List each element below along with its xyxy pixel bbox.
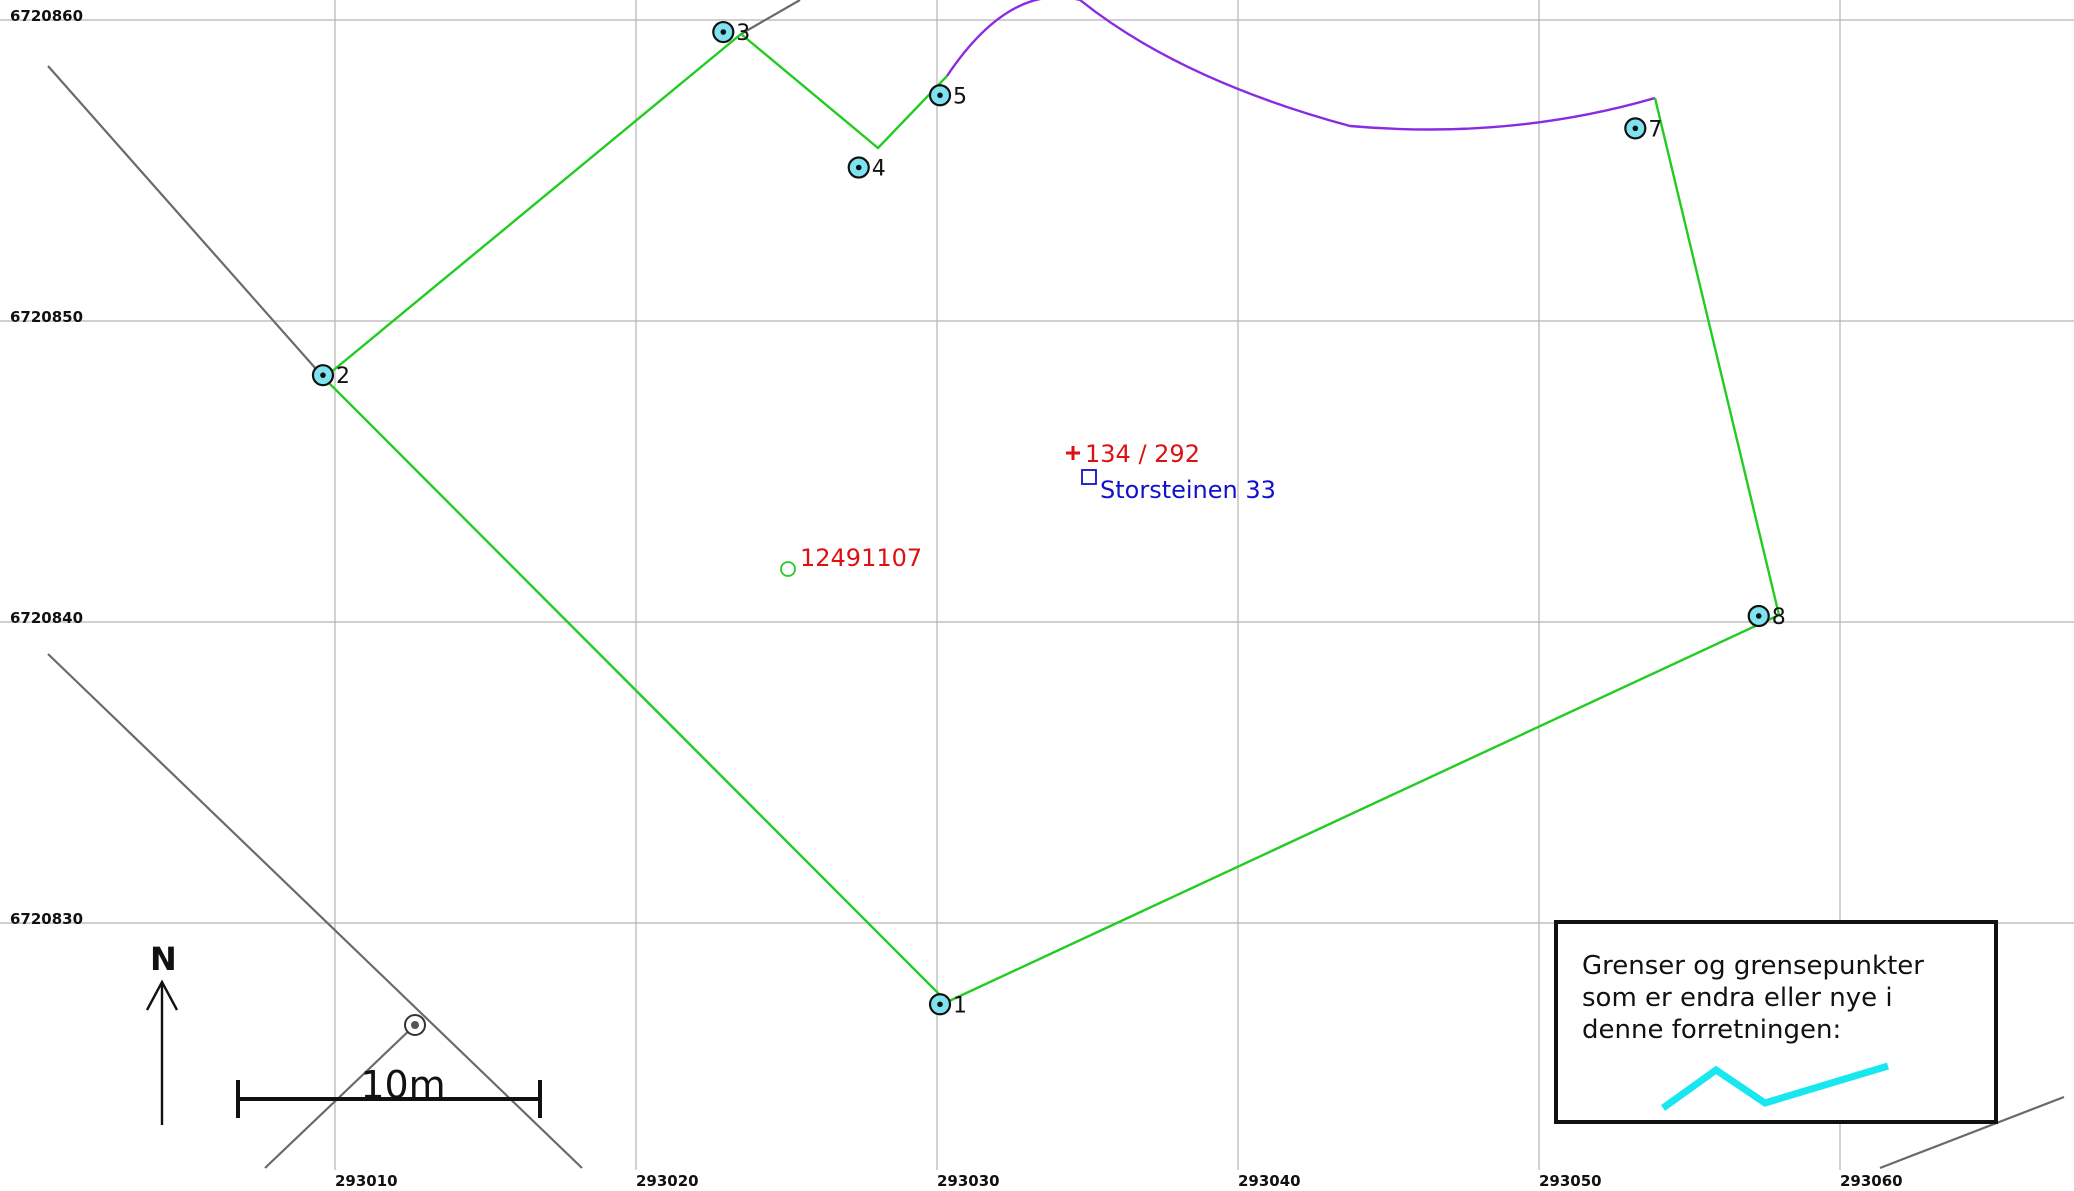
x-label-293020: 293020 — [636, 1172, 699, 1190]
boundary-points: 12345678 — [311, 20, 1786, 1018]
boundary-point-center — [1755, 613, 1762, 619]
x-label-293030: 293030 — [937, 1172, 1000, 1190]
legend-line-1: Grenser og grensepunkter — [1582, 951, 1924, 981]
neighbor-line-se — [1879, 1095, 2065, 1170]
scale-bar — [236, 1080, 542, 1118]
boundary-point-label: 2 — [336, 364, 350, 389]
legend-line-3: denne forretningen: — [1582, 1015, 1841, 1045]
x-label-293040: 293040 — [1238, 1172, 1301, 1190]
boundary-point-center — [720, 29, 727, 35]
coordinate-labels: 6720860 6720850 6720840 6720830 293010 2… — [10, 7, 1903, 1190]
y-label-6720860: 6720860 — [10, 7, 83, 25]
y-label-6720850: 6720850 — [10, 308, 83, 326]
legend-line-2: som er endra eller nye i — [1582, 983, 1893, 1013]
address-label[interactable]: Storsteinen 33 — [1100, 476, 1276, 504]
boundary-point-8[interactable]: 8 — [1747, 604, 1786, 630]
parcel-labels: 134 / 292 Storsteinen 33 12491107 — [780, 440, 1276, 577]
boundary-point-center — [937, 92, 943, 99]
scale-bar-label: 10m — [360, 1063, 445, 1107]
boundary-point-4[interactable]: 4 — [847, 156, 886, 181]
x-label-293010: 293010 — [335, 1172, 398, 1190]
neighbor-line-top — [740, 0, 801, 35]
boundary-segment-green[interactable] — [322, 32, 1781, 1004]
legend-box: Grenser og grensepunkter som er endra el… — [1554, 920, 1998, 1124]
neighbor-boundaries — [47, 0, 2065, 1170]
x-label-293050: 293050 — [1539, 1172, 1602, 1190]
neighbor-line-nw — [47, 65, 325, 379]
boundary-curve-5-7[interactable] — [946, 0, 1656, 131]
north-arrow-head — [145, 979, 179, 1011]
boundary-point-label: 4 — [872, 156, 886, 181]
boundary-point-label: 8 — [1772, 605, 1786, 630]
boundary-point-label: 1 — [953, 993, 967, 1018]
boundary-point-center — [937, 1001, 943, 1008]
boundary-point-center — [320, 372, 326, 378]
boundary-point-1[interactable]: 1 — [928, 993, 967, 1018]
neighbor-line-sw-a — [47, 653, 583, 1169]
boundary-point-center — [1632, 125, 1639, 132]
neighbor-point-center — [411, 1021, 419, 1029]
north-arrow: N — [145, 940, 179, 1125]
boundary-point-label: 7 — [1648, 117, 1662, 142]
cross-icon — [1066, 446, 1080, 460]
y-label-6720830: 6720830 — [10, 910, 83, 928]
building-circle-icon — [780, 561, 796, 577]
legend-sample-line — [1660, 1062, 1890, 1111]
boundary-point-label: 3 — [736, 21, 750, 46]
address-square-icon — [1081, 469, 1097, 485]
boundary-point-5[interactable]: 5 — [928, 84, 967, 109]
boundary-point-label: 5 — [953, 84, 967, 109]
y-label-6720840: 6720840 — [10, 609, 83, 627]
boundary-point-2[interactable]: 2 — [311, 364, 350, 389]
parcel-number-label[interactable]: 134 / 292 — [1085, 440, 1200, 468]
x-label-293060: 293060 — [1840, 1172, 1903, 1190]
neighbor-line-sw-b — [264, 1024, 416, 1169]
boundary-point-7[interactable]: 7 — [1624, 117, 1662, 142]
legend-frame — [1554, 920, 1998, 1124]
building-id-label[interactable]: 12491107 — [800, 544, 922, 572]
parcel-boundary[interactable] — [322, 0, 1781, 1004]
boundary-point-center — [855, 164, 862, 171]
boundary-point-3[interactable]: 3 — [712, 20, 750, 46]
north-label: N — [150, 940, 177, 978]
